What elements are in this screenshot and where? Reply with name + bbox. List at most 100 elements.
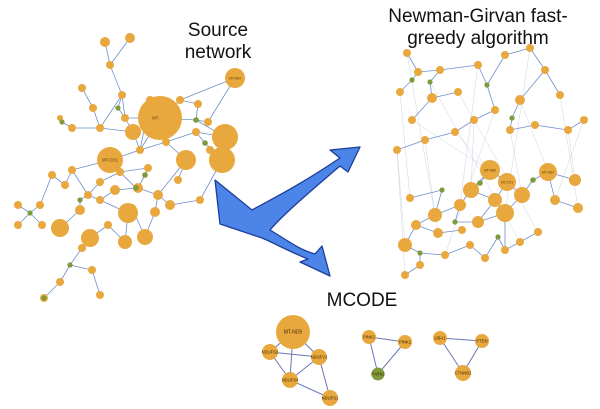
source-node	[51, 219, 69, 237]
source-node	[118, 91, 126, 99]
mcode-node-pink1	[362, 330, 376, 344]
result-node	[403, 49, 411, 57]
transform-arrow-icon	[214, 146, 361, 277]
source-node	[118, 235, 132, 249]
result-node	[454, 88, 462, 96]
result-node	[498, 173, 516, 191]
result-node-label: MT-ND5	[484, 169, 496, 173]
mcode-node-pink1-label: PINK1	[399, 340, 412, 345]
source-node	[115, 105, 121, 111]
source-node	[68, 124, 76, 132]
mcode-node-uba1	[433, 331, 447, 345]
source-node	[194, 100, 202, 108]
mcode-node-pink1-label: PINK1	[363, 335, 376, 340]
source-node	[193, 117, 199, 123]
result-edge	[529, 47, 546, 71]
source-node	[225, 68, 245, 88]
result-edge	[396, 139, 426, 151]
source-edge	[91, 269, 101, 296]
result-node	[458, 226, 466, 234]
source-edge	[119, 167, 149, 173]
mcode-node-ndufs4	[282, 372, 298, 388]
result-node	[484, 82, 490, 88]
result-node	[556, 91, 564, 99]
newman-title-line1: Newman-Girvan fast-	[388, 6, 568, 27]
source-node	[96, 124, 104, 132]
source-edge	[169, 199, 201, 206]
source-node	[157, 101, 179, 123]
mcode-title: MCODE	[326, 290, 398, 311]
source-node-label: MT-CO1	[102, 158, 118, 163]
result-node	[530, 177, 536, 183]
result-node-label: MT-ND4	[542, 171, 554, 175]
result-node	[564, 126, 572, 134]
result-node	[414, 68, 422, 76]
result-edge	[424, 131, 456, 141]
mcode-node-pink1	[398, 335, 412, 349]
result-edge	[544, 69, 561, 96]
result-edge	[519, 69, 546, 101]
mcode-node-ndufv1-label: NDUFV1	[311, 355, 328, 360]
result-node	[501, 51, 509, 59]
result-node-label: MT-CO1	[501, 181, 513, 185]
result-edge	[509, 124, 536, 131]
source-edge	[71, 169, 89, 196]
source-node	[153, 190, 163, 200]
result-node	[550, 195, 560, 205]
mcode-node-ctnnb1-label: CTNNB1	[455, 371, 472, 376]
result-node	[417, 250, 423, 256]
result-node	[451, 128, 459, 136]
result-node	[580, 116, 588, 124]
source-node	[110, 185, 120, 195]
source-node	[89, 104, 97, 112]
result-node	[515, 95, 525, 105]
result-node	[526, 44, 534, 52]
result-node	[427, 79, 433, 85]
result-node	[470, 116, 478, 124]
result-faint-edge	[519, 99, 549, 173]
source-node	[137, 229, 153, 245]
result-faint-edge	[396, 149, 406, 246]
source-node	[125, 33, 135, 43]
source-node	[59, 119, 65, 125]
mcode-node-pten	[475, 334, 489, 348]
result-node	[514, 187, 530, 203]
source-edge	[139, 141, 167, 151]
source-node	[96, 178, 104, 186]
result-faint-edge	[399, 91, 411, 199]
result-node	[472, 216, 484, 228]
source-network-edges	[17, 37, 236, 299]
source-node	[38, 221, 46, 229]
source-node	[27, 210, 33, 216]
source-node	[136, 146, 144, 154]
result-node	[496, 204, 514, 222]
result-faint-edge	[509, 129, 523, 196]
result-node	[495, 234, 501, 240]
source-node	[142, 172, 148, 178]
source-node	[116, 168, 124, 176]
source-node	[14, 221, 22, 229]
source-node	[56, 278, 64, 286]
result-edge	[534, 124, 569, 131]
source-edge	[109, 64, 123, 96]
result-node	[411, 220, 421, 230]
source-node	[209, 147, 235, 173]
source-node	[196, 196, 204, 204]
result-faint-edge	[424, 139, 436, 216]
result-faint-edge	[459, 64, 479, 206]
source-node	[67, 262, 73, 268]
mcode-cluster-nodes: MT-ND5 NDUFS2 NDUFV1 NDUFS4 NDUFS1 PINK1 PINK1…	[262, 315, 489, 406]
mcode-node-pten-label: PTEN	[476, 339, 487, 344]
mcode-node-uba1-label: UBA1	[435, 336, 447, 341]
result-node	[416, 261, 424, 269]
result-node	[427, 93, 437, 103]
source-node	[75, 205, 85, 215]
mcode-node-ndufs1-label: NDUFS1	[322, 396, 339, 401]
source-node	[162, 138, 170, 146]
result-node	[539, 163, 557, 181]
source-node	[121, 114, 129, 122]
source-node	[150, 207, 160, 217]
mcode-edge	[269, 351, 320, 358]
mcode-node-mt-nd5	[276, 315, 310, 349]
source-node	[14, 201, 22, 209]
